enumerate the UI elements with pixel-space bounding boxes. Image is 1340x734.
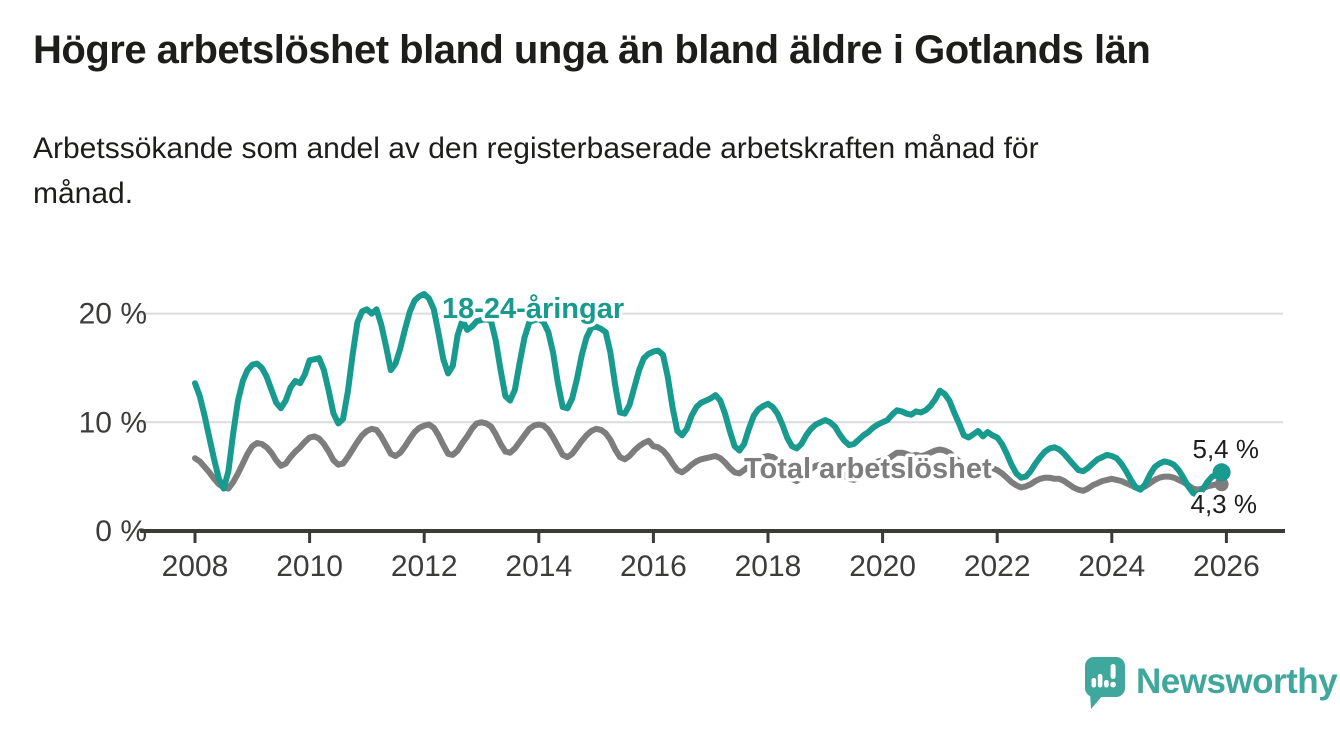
end-value-label-total: 4,3 % xyxy=(1191,489,1258,519)
end-dot-youth xyxy=(1212,463,1231,482)
x-axis-label: 2024 xyxy=(1078,550,1145,583)
end-dot-layer xyxy=(1212,463,1231,492)
x-axis-label: 2014 xyxy=(505,550,572,583)
y-axis-label: 20 % xyxy=(79,298,147,331)
series-line-youth xyxy=(192,291,1225,499)
chart-title: Högre arbetslöshet bland unga än bland ä… xyxy=(33,28,1151,72)
series-layer xyxy=(192,291,1225,499)
gridline-layer: 0 % 10 % 20 % xyxy=(79,298,1283,548)
series-line-total xyxy=(192,419,1225,494)
x-axis-label: 2020 xyxy=(849,550,916,583)
x-axis-label: 2026 xyxy=(1193,550,1260,583)
axis-tick-layer: 2008 2010 2012 2014 2016 2018 2020 2022 2024 2026 xyxy=(162,531,1260,583)
x-axis-label: 2012 xyxy=(391,550,458,583)
x-axis-label: 2008 xyxy=(162,550,229,583)
chart-subtitle-line2: månad. xyxy=(33,177,134,210)
branding: Newsworthy xyxy=(1084,656,1338,716)
chart-subtitle-line1: Arbetssökande som andel av den registerb… xyxy=(33,132,1039,165)
x-axis-label: 2016 xyxy=(620,550,687,583)
newsworthy-logo-text: Newsworthy xyxy=(1136,662,1338,701)
x-axis-label: 2010 xyxy=(276,550,343,583)
newsworthy-logo-icon xyxy=(1085,657,1125,709)
y-axis-label: 10 % xyxy=(79,406,147,439)
x-axis-label: 2022 xyxy=(964,550,1031,583)
chart-subtitle: Arbetssökande som andel av den registerb… xyxy=(33,126,1273,216)
series-label-youth: 18-24-åringar xyxy=(442,293,624,325)
y-axis-label: 0 % xyxy=(95,515,147,548)
annotation-layer: 18-24-åringar Total arbetslöshet 5,4 % 4… xyxy=(439,290,1263,523)
x-axis-label: 2018 xyxy=(735,550,802,583)
end-value-label-youth: 5,4 % xyxy=(1193,434,1260,464)
series-label-total: Total arbetslöshet xyxy=(744,453,992,485)
end-dot-total xyxy=(1214,477,1229,492)
